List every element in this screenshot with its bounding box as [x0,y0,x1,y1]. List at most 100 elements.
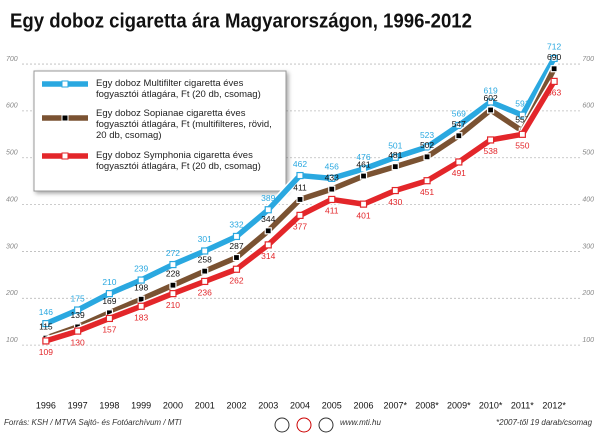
y-tick-label: 700 [582,56,594,63]
marker [391,186,399,195]
marker [550,54,558,63]
data-label: 619 [483,85,497,95]
marker [359,172,368,180]
data-label: 557 [515,114,529,124]
data-label: 228 [166,268,180,278]
marker [169,260,177,269]
x-tick-label: 2008* [415,400,439,410]
marker [296,211,304,219]
x-tick-label: 2011* [511,400,534,410]
marker [264,206,272,214]
data-label: 377 [293,222,307,232]
marker [201,247,209,255]
y-tick-label: 100 [6,337,18,344]
data-label: 139 [71,310,85,320]
legend-box [33,70,287,192]
marker [486,106,495,114]
marker [296,195,304,204]
x-tick-label: 1996 [36,400,56,410]
data-label: 389 [261,193,275,203]
marker [296,171,304,180]
data-label: 411 [293,183,307,193]
marker [550,65,558,73]
marker [42,320,50,328]
data-label: 476 [356,152,370,162]
legend-marker [61,80,69,88]
data-label: 401 [356,210,370,220]
x-tick-label: 2009* [447,400,471,410]
marker [423,177,431,185]
data-label: 501 [388,141,402,151]
data-label: 451 [420,187,434,197]
data-label: 550 [515,141,529,151]
y-tick-label: 600 [6,103,18,110]
x-tick-label: 2007* [384,400,408,410]
data-label: 236 [198,288,212,298]
marker [264,227,272,235]
marker [455,132,463,140]
data-label: 314 [261,251,275,261]
data-label: 332 [229,220,243,230]
marker [42,337,50,345]
x-tick-label: 1998 [99,400,119,410]
marker [201,267,209,275]
x-tick-label: 2003 [258,400,278,410]
data-label: 481 [388,150,402,160]
marker [328,174,336,182]
legend-label: Egy doboz Symphonia cigaretta éves fogya… [96,150,261,172]
logo [318,417,334,433]
y-tick-label: 400 [6,196,18,203]
marker [232,253,241,262]
x-tick-label: 2004 [290,400,310,410]
data-label: 169 [102,296,116,306]
marker [328,185,336,193]
data-label: 183 [134,313,148,323]
marker [328,195,336,204]
data-label: 157 [102,325,116,335]
data-label: 491 [452,168,466,178]
data-label: 538 [483,146,497,156]
legend-marker [61,152,69,160]
y-tick-label: 200 [581,290,594,297]
footnote: *2007-től 19 darab/csomag [496,418,593,427]
marker [423,143,431,151]
data-label: 502 [420,140,434,150]
marker [486,98,495,106]
legend-label: Egy doboz Sopianae cigaretta éves fogyas… [96,108,272,141]
data-label: 602 [483,93,497,103]
y-tick-label: 500 [6,150,18,157]
marker [169,290,177,298]
data-label: 523 [420,130,434,140]
legend-marker [61,114,69,122]
marker [455,121,463,130]
y-tick-label: 600 [582,103,594,110]
marker [201,277,209,286]
data-label: 461 [356,159,370,169]
data-label: 301 [198,234,212,244]
marker [391,153,399,161]
data-label: 146 [39,307,53,317]
marker [518,130,526,138]
data-label: 591 [515,98,529,108]
x-tick-label: 2005 [322,400,342,410]
marker [74,306,82,314]
data-label: 109 [39,347,53,357]
marker [169,281,177,289]
marker [264,241,272,249]
data-label: 411 [325,206,339,216]
data-label: 663 [547,88,561,98]
y-tick-label: 400 [582,196,594,203]
data-label: 430 [388,197,402,207]
marker [423,153,431,161]
marker [74,327,82,335]
data-label: 210 [102,277,116,287]
data-label: 239 [134,263,148,273]
marker [486,136,495,144]
x-tick-label: 1999 [131,400,151,410]
data-label: 210 [166,300,180,310]
x-tick-label: 2012* [542,400,566,410]
marker [105,290,114,298]
data-label: 456 [325,162,339,172]
data-label: 433 [325,172,339,182]
